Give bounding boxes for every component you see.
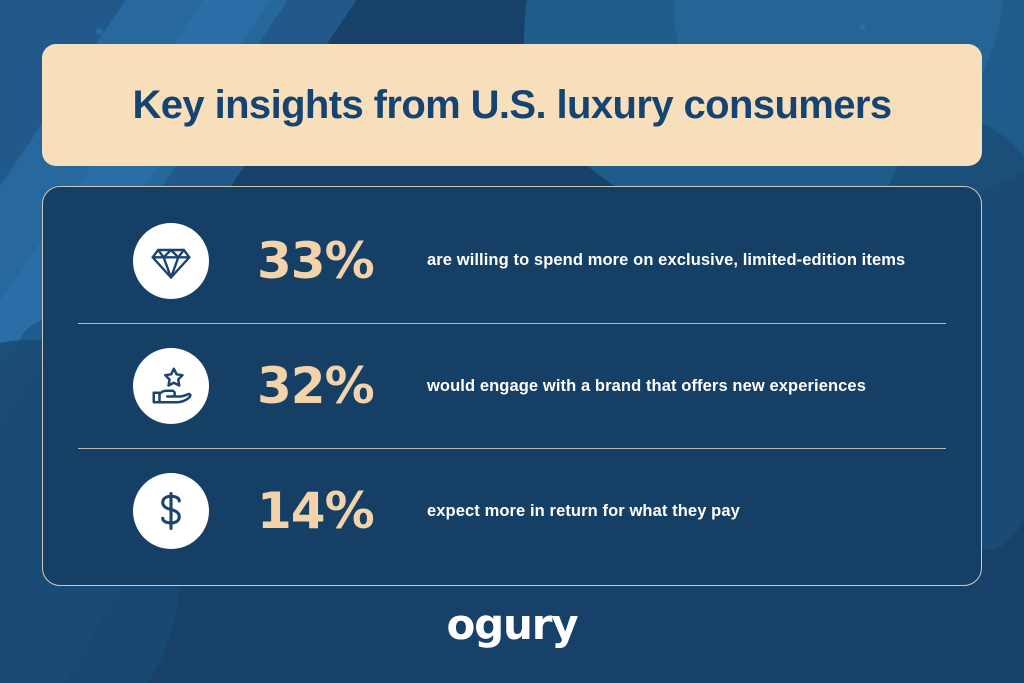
stat-row: 33% are willing to spend more on exclusi… — [43, 199, 981, 323]
hand-holding-star-icon — [133, 348, 209, 424]
stat-percent: 32% — [257, 357, 375, 415]
title-banner: Key insights from U.S. luxury consumers — [42, 44, 982, 166]
stat-description: would engage with a brand that offers ne… — [427, 376, 866, 395]
page-title: Key insights from U.S. luxury consumers — [132, 82, 892, 127]
stats-card: 33% are willing to spend more on exclusi… — [42, 186, 982, 586]
diamond-icon — [133, 222, 209, 299]
stat-percent: 14% — [257, 482, 375, 541]
stat-description: expect more in return for what they pay — [427, 501, 740, 520]
row-divider — [78, 322, 946, 324]
stat-row: 14% expect more in return for what they … — [43, 449, 981, 573]
row-divider — [78, 448, 946, 450]
background-speck — [860, 24, 866, 30]
stat-percent: 33% — [257, 231, 375, 290]
stat-row: 32% would engage with a brand that offer… — [43, 324, 981, 448]
footer-logo: ogury — [0, 604, 1024, 646]
ogury-logo-text: ogury — [446, 600, 579, 649]
background-speck — [96, 28, 103, 35]
stat-description: are willing to spend more on exclusive, … — [427, 251, 906, 270]
dollar-sign-icon — [133, 473, 209, 550]
